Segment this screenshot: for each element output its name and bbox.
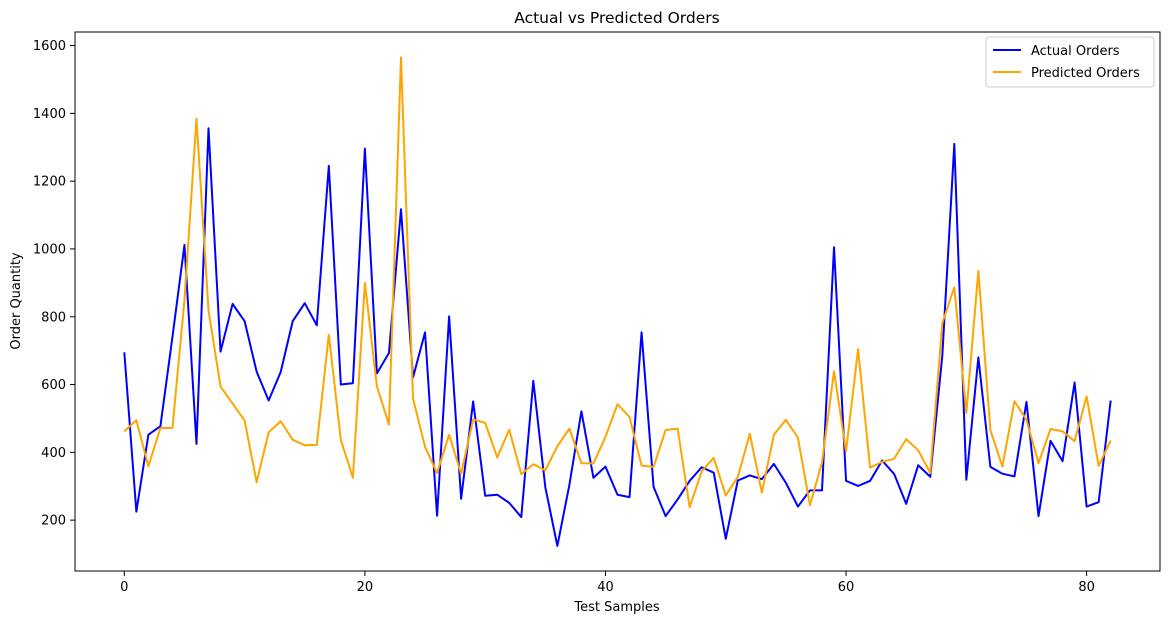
y-tick-label: 1000 bbox=[33, 242, 66, 257]
plot-frame bbox=[74, 31, 1161, 572]
legend: Actual Orders Predicted Orders bbox=[985, 36, 1155, 88]
x-tick-label: 0 bbox=[120, 580, 128, 595]
series-line-actual-orders bbox=[123, 127, 1112, 547]
legend-label-actual-orders: Actual Orders bbox=[1031, 44, 1120, 59]
y-axis-ticks: 200 400 600 800 1000 1200 1400 1600 bbox=[33, 39, 75, 529]
legend-label-predicted-orders: Predicted Orders bbox=[1031, 66, 1140, 81]
x-tick-label: 60 bbox=[838, 580, 855, 595]
y-axis-title: Order Quantity bbox=[9, 252, 24, 350]
series-line-predicted-orders bbox=[123, 56, 1112, 509]
x-tick-label: 40 bbox=[597, 580, 614, 595]
x-tick-label: 80 bbox=[1078, 580, 1095, 595]
y-tick-label: 800 bbox=[41, 310, 66, 325]
y-tick-label: 200 bbox=[41, 514, 66, 529]
series-layer bbox=[123, 56, 1112, 547]
y-tick-label: 1200 bbox=[33, 175, 66, 190]
x-tick-label: 20 bbox=[357, 580, 374, 595]
x-axis-ticks: 0 20 40 60 80 bbox=[120, 571, 1095, 595]
y-tick-label: 600 bbox=[41, 378, 66, 393]
legend-box bbox=[985, 36, 1155, 88]
chart-title: Actual vs Predicted Orders bbox=[514, 9, 719, 27]
y-tick-label: 1600 bbox=[33, 39, 66, 54]
y-tick-label: 1400 bbox=[33, 107, 66, 122]
x-axis-title: Test Samples bbox=[573, 600, 659, 615]
y-tick-label: 400 bbox=[41, 446, 66, 461]
